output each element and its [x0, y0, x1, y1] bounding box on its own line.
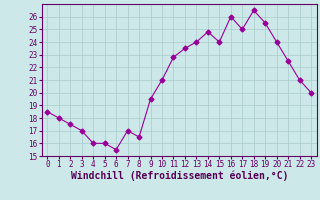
X-axis label: Windchill (Refroidissement éolien,°C): Windchill (Refroidissement éolien,°C) — [70, 171, 288, 181]
